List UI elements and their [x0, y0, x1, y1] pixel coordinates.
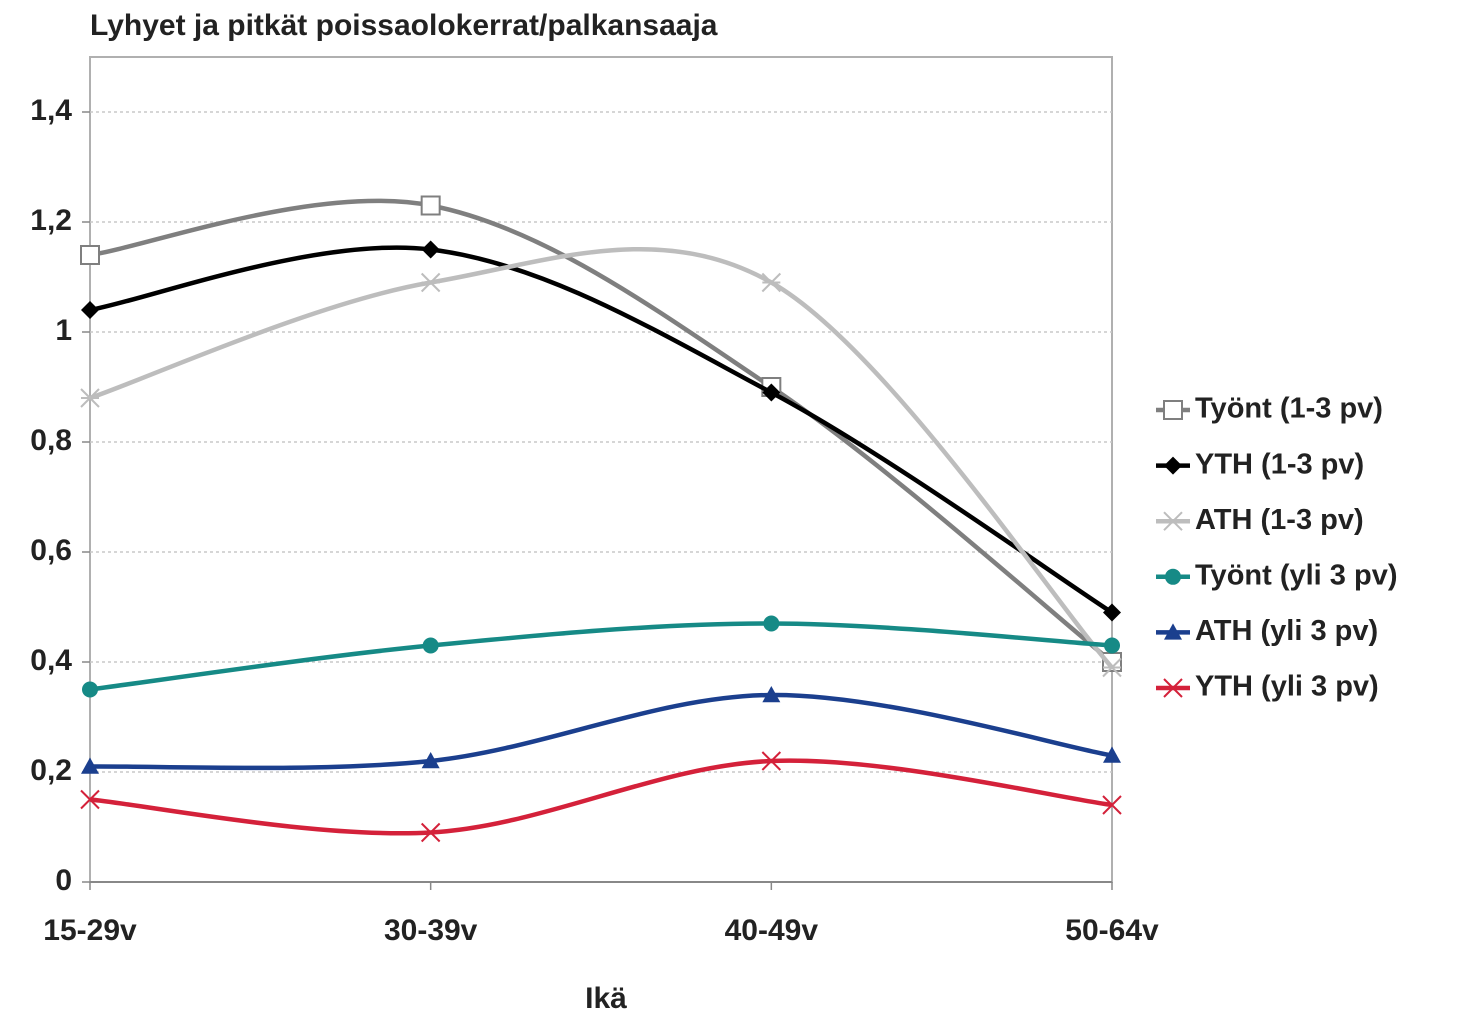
point-marker: [1102, 657, 1122, 678]
y-tick-label: 0,6: [30, 534, 72, 567]
point-marker: [81, 757, 99, 774]
series-line: [89, 246, 1114, 669]
point-marker: [80, 388, 100, 408]
point-marker: [420, 822, 441, 843]
y-tick-label: 0,4: [30, 644, 72, 677]
legend-label: Työnt (1-3 pv): [1195, 393, 1383, 425]
y-tick-label: 1,2: [30, 204, 72, 237]
point-marker: [762, 686, 781, 703]
chart-title: Lyhyet ja pitkät poissaolokerrat/palkans…: [90, 9, 718, 42]
point-marker: [763, 615, 780, 632]
series-line: [89, 198, 1114, 664]
point-marker: [761, 751, 782, 771]
series-line: [89, 621, 1113, 692]
point-marker: [761, 272, 782, 293]
legend-marker: [1164, 623, 1182, 640]
y-tick-label: 1: [55, 314, 72, 347]
point-marker: [420, 272, 441, 293]
legend-label: Työnt (yli 3 pv): [1195, 559, 1397, 591]
y-tick-label: 1,4: [30, 94, 72, 127]
point-marker: [421, 240, 440, 259]
legend-label: YTH (1-3 pv): [1195, 448, 1364, 480]
x-tick-label: 30-39v: [384, 914, 478, 947]
x-tick-label: 40-49v: [725, 914, 819, 947]
x-axis-title: Ikä: [585, 982, 627, 1015]
point-marker: [420, 195, 441, 216]
point-marker: [422, 637, 439, 654]
x-tick-label: 15-29v: [43, 914, 137, 947]
point-marker: [80, 789, 100, 810]
series-line: [89, 758, 1113, 836]
series-line: [89, 245, 1114, 615]
legend-label: YTH (yli 3 pv): [1195, 671, 1379, 703]
legend-marker: [1165, 568, 1181, 585]
point-marker: [1103, 746, 1121, 763]
point-marker: [421, 752, 440, 769]
point-marker: [1103, 603, 1121, 622]
series-line: [89, 692, 1113, 771]
legend-marker: [1164, 456, 1182, 475]
legend-marker: [1163, 511, 1183, 531]
legend-label: ATH (yli 3 pv): [1195, 615, 1378, 647]
point-marker: [1102, 795, 1122, 815]
legend-label: ATH (1-3 pv): [1195, 504, 1364, 536]
point-marker: [81, 301, 99, 319]
point-marker: [82, 681, 98, 698]
legend-marker: [1163, 400, 1183, 420]
y-tick-label: 0,2: [30, 754, 72, 787]
point-marker: [80, 245, 100, 265]
y-tick-label: 0,8: [30, 424, 72, 457]
point-marker: [762, 383, 781, 402]
y-tick-label: 0: [55, 864, 72, 897]
legend-marker: [1163, 678, 1183, 698]
x-tick-label: 50-64v: [1065, 914, 1159, 947]
point-marker: [1104, 637, 1120, 654]
